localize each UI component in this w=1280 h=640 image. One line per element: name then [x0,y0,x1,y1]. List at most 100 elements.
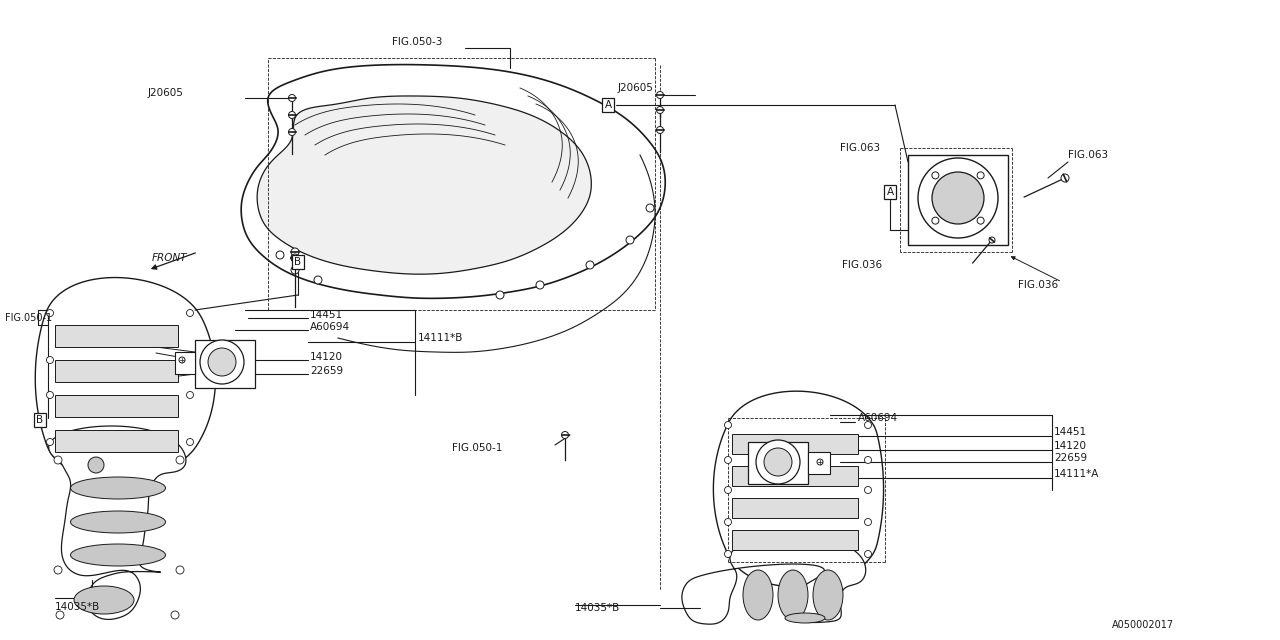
Circle shape [187,356,193,364]
Polygon shape [713,391,883,587]
Circle shape [187,392,193,399]
Circle shape [864,456,872,463]
Circle shape [977,217,984,224]
Polygon shape [732,530,858,550]
Circle shape [288,111,296,118]
Text: B: B [36,415,44,425]
Circle shape [276,251,284,259]
Text: 22659: 22659 [1053,453,1087,463]
Polygon shape [49,426,186,620]
Circle shape [187,438,193,445]
Circle shape [291,266,300,274]
Ellipse shape [70,511,165,533]
Circle shape [932,172,984,224]
Ellipse shape [70,477,165,499]
Text: A: A [887,187,893,197]
Text: 14120: 14120 [1053,441,1087,451]
Circle shape [200,340,244,384]
Circle shape [46,310,54,317]
Polygon shape [682,535,865,624]
Polygon shape [908,155,1009,245]
Text: FIG.050-1: FIG.050-1 [5,313,52,323]
Text: FIG.063: FIG.063 [1068,150,1108,160]
Circle shape [932,172,938,179]
Circle shape [646,204,654,212]
Circle shape [46,438,54,445]
Text: FIG.036: FIG.036 [1018,280,1059,290]
Circle shape [626,236,634,244]
Text: FIG.063: FIG.063 [840,143,881,153]
Circle shape [179,357,186,363]
Circle shape [1061,174,1069,182]
Polygon shape [36,278,215,479]
Circle shape [88,457,104,473]
Circle shape [724,550,731,557]
Circle shape [314,276,323,284]
Circle shape [864,518,872,525]
Circle shape [657,106,663,113]
Circle shape [918,158,998,238]
Circle shape [764,448,792,476]
Circle shape [288,95,296,102]
Circle shape [657,92,663,99]
Text: 14111*A: 14111*A [1053,469,1100,479]
Circle shape [977,172,984,179]
Ellipse shape [778,570,808,620]
Polygon shape [732,498,858,518]
Circle shape [56,611,64,619]
Polygon shape [732,434,858,454]
Circle shape [46,392,54,399]
Circle shape [864,550,872,557]
Text: 14451: 14451 [1053,427,1087,437]
Circle shape [291,248,300,256]
Polygon shape [241,65,666,298]
Polygon shape [55,325,178,347]
Circle shape [288,129,296,136]
Circle shape [54,456,61,464]
Polygon shape [55,360,178,382]
Ellipse shape [70,544,165,566]
Text: J20605: J20605 [618,83,654,93]
Circle shape [724,456,731,463]
Text: 14035*B: 14035*B [575,603,621,613]
Circle shape [54,566,61,574]
Text: A60694: A60694 [310,322,351,332]
Circle shape [724,486,731,493]
Polygon shape [55,430,178,452]
Circle shape [864,422,872,429]
Text: J20605: J20605 [148,88,184,98]
Text: A050002017: A050002017 [1112,620,1174,630]
Circle shape [291,254,300,262]
Text: 22659: 22659 [310,366,343,376]
Circle shape [724,518,731,525]
Circle shape [172,611,179,619]
Text: FIG.050-1: FIG.050-1 [452,443,502,453]
Circle shape [46,356,54,364]
Ellipse shape [74,586,134,614]
Text: FRONT: FRONT [152,253,187,263]
Polygon shape [175,352,195,374]
Text: A60694: A60694 [858,413,899,423]
Circle shape [562,431,568,438]
Text: FIG.036: FIG.036 [842,260,882,270]
Circle shape [177,566,184,574]
Text: 14120: 14120 [310,352,343,362]
Polygon shape [748,442,808,484]
Ellipse shape [742,570,773,620]
Polygon shape [257,96,591,274]
Circle shape [817,459,823,465]
Ellipse shape [785,613,826,623]
Circle shape [932,217,938,224]
Polygon shape [55,395,178,417]
Polygon shape [732,466,858,486]
Polygon shape [195,340,255,388]
Circle shape [536,281,544,289]
Circle shape [187,310,193,317]
Circle shape [291,254,300,262]
Text: 14035*B: 14035*B [55,602,100,612]
Circle shape [177,456,184,464]
Polygon shape [808,452,829,474]
Circle shape [864,486,872,493]
Circle shape [586,261,594,269]
Text: A: A [604,100,612,110]
